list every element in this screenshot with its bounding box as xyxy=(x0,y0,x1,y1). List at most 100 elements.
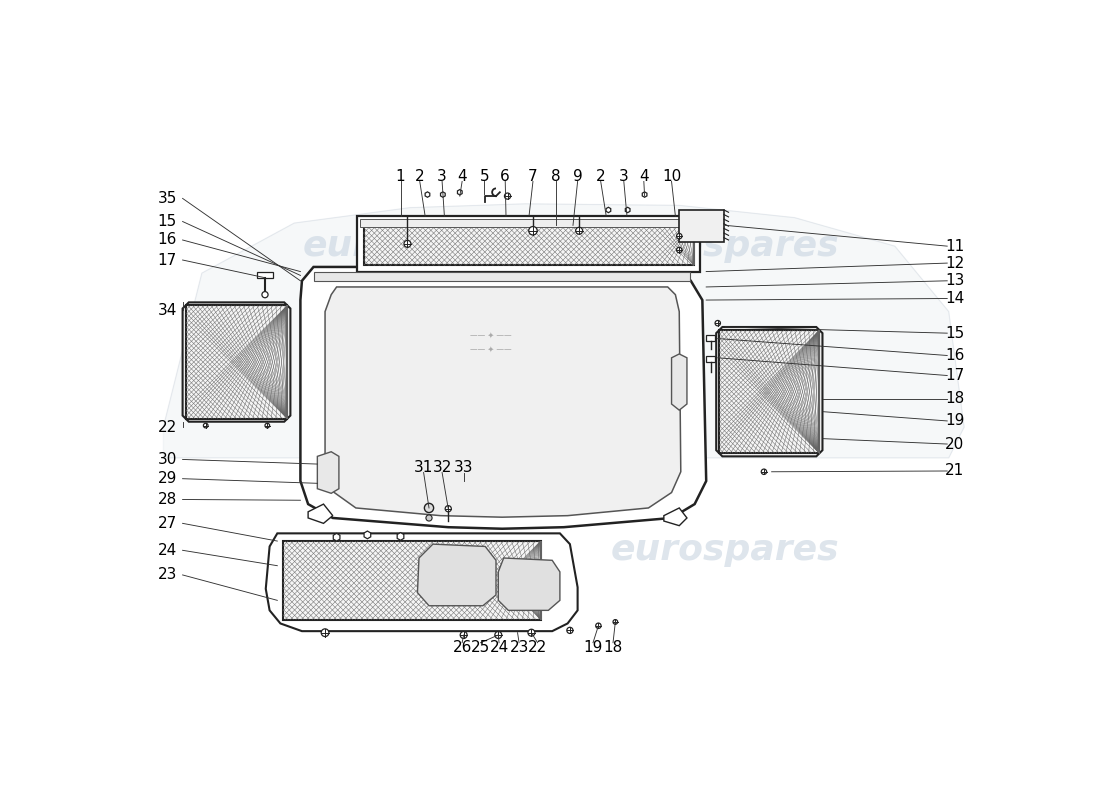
Text: 3: 3 xyxy=(619,170,629,184)
Text: 30: 30 xyxy=(157,452,177,467)
Polygon shape xyxy=(606,207,610,213)
Bar xyxy=(315,271,690,281)
Text: 26: 26 xyxy=(452,640,472,655)
Text: 2: 2 xyxy=(596,170,605,184)
Polygon shape xyxy=(418,544,496,606)
Circle shape xyxy=(529,226,537,235)
Circle shape xyxy=(446,506,451,512)
Text: 31: 31 xyxy=(414,461,433,475)
Text: 3: 3 xyxy=(437,170,447,184)
Polygon shape xyxy=(300,267,706,529)
Polygon shape xyxy=(326,287,681,517)
Text: 11: 11 xyxy=(945,238,965,254)
Polygon shape xyxy=(397,533,404,540)
Circle shape xyxy=(761,469,767,474)
Circle shape xyxy=(676,234,682,239)
Polygon shape xyxy=(163,204,964,458)
Circle shape xyxy=(715,321,720,326)
Text: 19: 19 xyxy=(583,640,603,655)
Text: eurospares: eurospares xyxy=(304,229,531,263)
Text: 8: 8 xyxy=(551,170,561,184)
Text: 16: 16 xyxy=(157,233,177,247)
Text: 15: 15 xyxy=(157,214,177,229)
Text: 6: 6 xyxy=(500,170,510,184)
Polygon shape xyxy=(266,534,578,631)
Text: eurospares: eurospares xyxy=(612,534,839,567)
Polygon shape xyxy=(671,354,686,410)
Text: 18: 18 xyxy=(945,391,965,406)
FancyBboxPatch shape xyxy=(680,210,724,242)
Text: 18: 18 xyxy=(604,640,623,655)
Text: eurospares: eurospares xyxy=(304,534,531,567)
Text: 19: 19 xyxy=(945,414,965,429)
Text: 22: 22 xyxy=(528,640,547,655)
Polygon shape xyxy=(716,327,823,456)
Text: 9: 9 xyxy=(573,170,583,184)
Bar xyxy=(719,330,820,454)
Circle shape xyxy=(495,631,502,638)
Text: 4: 4 xyxy=(639,170,649,184)
Polygon shape xyxy=(308,504,332,523)
Text: 1: 1 xyxy=(396,170,405,184)
Text: 29: 29 xyxy=(157,471,177,486)
Circle shape xyxy=(404,240,411,247)
Text: 28: 28 xyxy=(157,492,177,507)
Text: 25: 25 xyxy=(471,640,491,655)
Polygon shape xyxy=(458,190,462,195)
Circle shape xyxy=(425,503,433,513)
Circle shape xyxy=(613,619,618,624)
Text: —— ✦ ——: —— ✦ —— xyxy=(470,344,512,353)
Text: 13: 13 xyxy=(945,274,965,288)
Circle shape xyxy=(505,193,510,199)
Text: 21: 21 xyxy=(945,463,965,478)
Polygon shape xyxy=(642,192,647,198)
Text: 24: 24 xyxy=(157,542,177,558)
Bar xyxy=(706,356,715,362)
Bar xyxy=(358,216,700,271)
Text: 20: 20 xyxy=(945,437,965,451)
Polygon shape xyxy=(498,558,560,610)
Text: 7: 7 xyxy=(528,170,538,184)
Circle shape xyxy=(676,247,682,253)
Circle shape xyxy=(204,423,208,428)
Text: 32: 32 xyxy=(432,461,452,475)
Circle shape xyxy=(321,629,329,637)
Text: 27: 27 xyxy=(157,516,177,531)
Text: 14: 14 xyxy=(945,291,965,306)
Bar xyxy=(283,541,541,619)
Circle shape xyxy=(426,515,432,521)
Bar xyxy=(363,222,694,266)
Text: —— ✦ ——: —— ✦ —— xyxy=(470,330,512,339)
Circle shape xyxy=(566,627,573,634)
Text: 10: 10 xyxy=(662,170,681,184)
Text: 2: 2 xyxy=(415,170,425,184)
Bar xyxy=(361,219,697,227)
Polygon shape xyxy=(440,192,446,198)
Polygon shape xyxy=(625,207,630,213)
Text: 16: 16 xyxy=(945,348,965,363)
Circle shape xyxy=(262,291,268,298)
Text: 22: 22 xyxy=(157,419,177,434)
Polygon shape xyxy=(664,508,686,526)
Text: 23: 23 xyxy=(509,640,529,655)
Text: 12: 12 xyxy=(945,255,965,270)
Circle shape xyxy=(265,423,269,428)
Circle shape xyxy=(575,227,583,234)
Polygon shape xyxy=(318,452,339,494)
Polygon shape xyxy=(425,192,430,198)
Polygon shape xyxy=(183,302,290,422)
Text: 15: 15 xyxy=(945,326,965,341)
Text: 17: 17 xyxy=(157,253,177,267)
Bar xyxy=(257,271,273,278)
Circle shape xyxy=(596,623,601,629)
Text: 34: 34 xyxy=(157,302,177,318)
Bar xyxy=(706,334,715,341)
Circle shape xyxy=(460,631,467,638)
Text: 24: 24 xyxy=(490,640,508,655)
Polygon shape xyxy=(364,531,371,538)
Bar xyxy=(186,306,287,418)
Text: 17: 17 xyxy=(945,368,965,383)
Text: 5: 5 xyxy=(480,170,490,184)
Text: 33: 33 xyxy=(454,461,473,475)
Text: 4: 4 xyxy=(458,170,466,184)
